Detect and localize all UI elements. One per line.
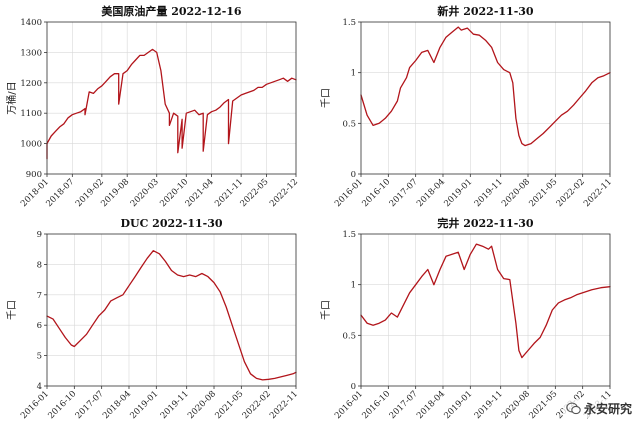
- wechat-icon: [566, 402, 581, 415]
- y-tick-label: 7: [37, 291, 42, 301]
- chart-panel-2: 新井 2022-11-30 0 0.5 1 1.5 2016-012016-102017-…: [320, 4, 614, 209]
- x-tick-label: 2019-11: [473, 177, 505, 209]
- series-line-1: [46, 250, 297, 381]
- x-tick-label: 2016-01: [333, 389, 365, 421]
- chart-title: DUC 2022-11-30: [120, 217, 222, 230]
- y-tick-label: 1: [351, 281, 356, 291]
- y-tick-label: 1200: [20, 79, 42, 89]
- y-axis-label: 千口: [320, 88, 332, 108]
- x-tick-label: 2018-07: [44, 177, 76, 209]
- y-tick-label: 1.5: [342, 230, 356, 240]
- x-tick-label: 2020-08: [500, 389, 532, 421]
- y-tick-label: 1.5: [342, 18, 356, 28]
- plot-frame: [46, 21, 297, 175]
- y-tick-label: 1300: [20, 48, 42, 58]
- y-tick-label: 1000: [20, 140, 42, 150]
- x-tick-label: 2017-07: [388, 177, 420, 209]
- y-tick-label: 5: [37, 352, 42, 362]
- x-tick-label: 2022-11: [582, 177, 614, 209]
- y-tick-label: 1: [351, 69, 356, 79]
- x-tick-label: 2022-02: [555, 177, 587, 209]
- y-tick-label: 9: [37, 230, 42, 240]
- x-tick-label: 2016-10: [360, 389, 392, 421]
- x-tick-label: 2020-03: [129, 177, 161, 209]
- chart-panel-3: DUC 2022-11-30 4 5 6 7 8 9 2016-012016-102017-0…: [6, 217, 300, 421]
- chart-title: 完井 2022-11-30: [437, 216, 534, 230]
- y-tick-label: 8: [37, 260, 42, 270]
- chart-title: 新井 2022-11-30: [437, 4, 534, 18]
- y-axis-label: 千口: [6, 300, 18, 320]
- x-tick-label: 2022-02: [241, 389, 273, 421]
- y-tick-label: 1100: [20, 109, 42, 119]
- y-tick-label: 6: [37, 321, 42, 331]
- x-tick-label: 2021-04: [184, 177, 216, 209]
- plot-frame: [360, 233, 611, 387]
- x-tick-label: 2021-05: [527, 389, 559, 421]
- chart-title: 美国原油产量 2022-12-16: [101, 4, 242, 18]
- y-tick-label: 0.5: [342, 331, 356, 341]
- x-tick-label: 2018-04: [415, 177, 447, 209]
- x-tick-label: 2021-05: [213, 389, 245, 421]
- x-tick-label: 2019-11: [473, 389, 505, 421]
- x-tick-label: 2019-01: [442, 389, 474, 421]
- watermark: 永安研究: [562, 399, 635, 418]
- y-tick-label: 900: [26, 170, 42, 180]
- x-tick-label: 2020-08: [186, 389, 218, 421]
- plot-frame: [46, 233, 297, 387]
- x-tick-label: 2022-05: [239, 177, 271, 209]
- x-tick-label: 2022-11: [268, 389, 300, 421]
- series-line-1: [360, 243, 611, 359]
- x-tick-label: 2019-01: [128, 389, 160, 421]
- x-tick-label: 2019-11: [159, 389, 191, 421]
- y-tick-label: 0.5: [342, 119, 356, 129]
- plot-frame: [360, 21, 611, 175]
- x-tick-label: 2016-01: [333, 177, 365, 209]
- x-tick-label: 2017-07: [388, 389, 420, 421]
- x-tick-label: 2019-01: [442, 177, 474, 209]
- x-tick-label: 2016-10: [46, 389, 78, 421]
- x-tick-label: 2021-05: [527, 177, 559, 209]
- x-tick-label: 2022-12: [268, 177, 300, 209]
- chart-panel-1: 美国原油产量 2022-12-16 900 1000 1100 1200 1300 1400…: [5, 4, 300, 209]
- y-axis-label: 万桶/日: [5, 81, 18, 114]
- y-tick-label: 0: [351, 382, 356, 392]
- y-tick-label: 4: [37, 382, 42, 392]
- x-tick-label: 2016-10: [360, 177, 392, 209]
- x-tick-label: 2019-08: [99, 177, 131, 209]
- y-tick-label: 0: [351, 170, 356, 180]
- y-tick-label: 1400: [20, 18, 42, 28]
- x-tick-label: 2016-01: [19, 389, 51, 421]
- x-tick-label: 2018-04: [101, 389, 133, 421]
- series-line-1: [360, 26, 611, 147]
- x-tick-label: 2017-07: [74, 389, 106, 421]
- x-tick-label: 2020-08: [500, 177, 532, 209]
- watermark-text: 永安研究: [583, 402, 632, 416]
- chart-panel-4: 完井 2022-11-30 0 0.5 1 1.5 2016-012016-102017-…: [320, 216, 614, 421]
- series-line-1: [46, 48, 297, 160]
- y-axis-label: 千口: [320, 300, 332, 320]
- x-tick-label: 2018-04: [415, 389, 447, 421]
